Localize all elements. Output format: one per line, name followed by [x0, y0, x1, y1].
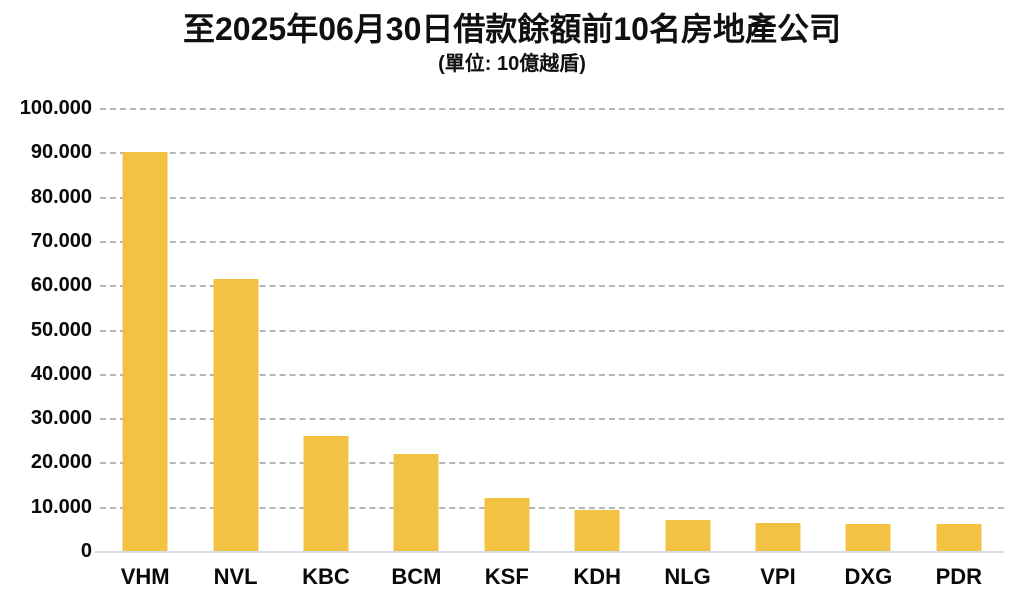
- gridline: [100, 285, 1004, 288]
- x-axis-tick-label-pdr: PDR: [935, 564, 983, 589]
- bar-slot: [552, 108, 642, 551]
- bar-slot: [914, 108, 1004, 551]
- y-axis-tick-label: 30.000: [30, 407, 92, 430]
- x-axis-tick-label-dxg: DXG: [844, 564, 893, 589]
- gridline: [100, 462, 1004, 465]
- bar-kdh[interactable]: [574, 510, 620, 551]
- bar-slot: [823, 108, 913, 551]
- bar-nvl[interactable]: [213, 278, 259, 551]
- x-axis-tick-label-vhm: VHM: [120, 564, 170, 589]
- bar-slot: [462, 108, 552, 551]
- bar-pdr[interactable]: [936, 523, 982, 551]
- x-axis-tick-label-kbc: KBC: [302, 564, 350, 589]
- bar-dxg[interactable]: [845, 523, 891, 551]
- bar-slot: [100, 108, 190, 551]
- bar-bcm[interactable]: [393, 453, 439, 551]
- bar-slot: [281, 108, 371, 551]
- y-axis-tick-label: 80.000: [30, 185, 92, 208]
- y-axis-tick-label: 90.000: [30, 141, 92, 164]
- x-axis-tick-label-ksf: KSF: [484, 564, 529, 589]
- bar-kbc[interactable]: [303, 435, 349, 551]
- gridline: [100, 506, 1004, 509]
- bar-slot: [371, 108, 461, 551]
- y-axis-tick-label: 20.000: [30, 451, 92, 474]
- bar-nlg[interactable]: [665, 520, 711, 551]
- chart-title-block: 至2025年06月30日借款餘額前10名房地產公司 (單位: 10億越盾): [0, 8, 1024, 77]
- x-axis-baseline: [95, 551, 1004, 553]
- bar-ksf[interactable]: [484, 497, 530, 551]
- gridline: [100, 196, 1004, 199]
- x-axis-tick-label-kdh: KDH: [573, 564, 622, 589]
- bar-vpi[interactable]: [755, 523, 801, 551]
- y-axis-tick-label: 70.000: [30, 229, 92, 252]
- y-axis-labels: 0 10.000 20.000 30.000 40.000 50.000 60.000 70.…: [0, 98, 92, 561]
- x-axis-tick-label-nvl: NVL: [213, 564, 258, 589]
- page-title: 至2025年06月30日借款餘額前10名房地產公司: [183, 11, 841, 47]
- gridline: [100, 108, 1004, 110]
- y-axis-tick-label: 100.000: [19, 97, 92, 119]
- plot-area: [95, 108, 1004, 553]
- y-axis-tick-label: 40.000: [30, 362, 92, 385]
- bar-vhm[interactable]: [122, 152, 168, 551]
- y-axis-tick-label: 50.000: [30, 318, 92, 341]
- gridline: [100, 329, 1004, 332]
- x-axis-tick-label-nlg: NLG: [664, 564, 711, 589]
- bar-slot: [190, 108, 280, 551]
- x-axis-tick-label-vpi: VPI: [760, 564, 796, 589]
- y-axis-tick-label: 60.000: [30, 274, 92, 297]
- y-axis-tick-label: 10.000: [30, 495, 92, 518]
- gridline: [100, 152, 1004, 155]
- bar-slot: [733, 108, 823, 551]
- bar-slot: [642, 108, 732, 551]
- gridline: [100, 373, 1004, 376]
- gridline: [100, 240, 1004, 243]
- bars-layer: [100, 108, 1004, 551]
- y-axis-tick-label: 0: [80, 540, 92, 562]
- chart-subtitle: (單位: 10億越盾): [438, 53, 586, 75]
- gridline: [100, 418, 1004, 421]
- x-axis-labels: VHM NVL KBC BCM KSF KDH NLG VPI DXG PDR: [100, 562, 1004, 598]
- x-axis-tick-label-bcm: BCM: [391, 564, 442, 589]
